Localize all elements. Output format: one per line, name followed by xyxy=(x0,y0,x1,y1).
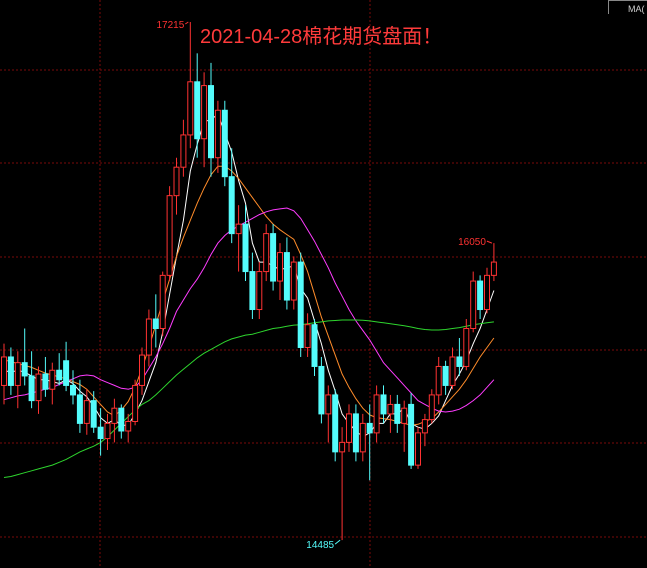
candle-body xyxy=(449,356,456,386)
candle-body xyxy=(394,403,401,424)
candle-body xyxy=(7,356,14,386)
candle-body xyxy=(173,166,180,197)
candle-body xyxy=(366,422,373,434)
candle-body xyxy=(214,109,221,159)
candle-body xyxy=(90,400,97,428)
chart-title: 2021-04-28棉花期货盘面！ xyxy=(200,25,442,48)
candle-body xyxy=(401,407,408,424)
candle-body xyxy=(421,419,428,434)
candle-body xyxy=(325,394,332,415)
candle-body xyxy=(339,441,346,453)
candle-body xyxy=(132,384,139,422)
candle-body xyxy=(221,109,228,178)
candle-body xyxy=(63,360,70,386)
candle-body xyxy=(111,407,118,424)
candle-body xyxy=(435,365,442,396)
candle-body xyxy=(159,274,166,330)
candle-body xyxy=(145,318,152,356)
candle-body xyxy=(283,252,290,301)
candle-body xyxy=(208,85,214,159)
candle-body xyxy=(166,195,173,276)
extreme-label: 17215 xyxy=(156,20,184,31)
candle-body xyxy=(249,271,256,311)
extreme-arrow xyxy=(334,539,341,545)
candle-body xyxy=(477,280,484,311)
candle-body xyxy=(318,365,325,415)
candle-body xyxy=(139,354,145,386)
candle-body xyxy=(304,324,311,348)
candle-body xyxy=(194,81,201,140)
candle-body xyxy=(28,375,35,402)
candle-body xyxy=(125,420,132,432)
candle-body xyxy=(187,81,194,136)
extreme-label: 14485 xyxy=(306,540,334,551)
candle-body xyxy=(311,324,318,367)
candle-body xyxy=(21,362,28,377)
candle-body xyxy=(97,426,104,440)
candle-body xyxy=(118,407,125,432)
candle-body xyxy=(83,400,90,424)
candle-body xyxy=(56,369,63,381)
candle-body xyxy=(235,223,242,235)
candle-body xyxy=(270,233,277,282)
candle-body xyxy=(359,422,366,453)
candle-body xyxy=(49,369,56,390)
candle-body xyxy=(352,413,359,453)
candle-body xyxy=(490,261,497,276)
candle-body xyxy=(42,373,49,390)
candle-body xyxy=(387,403,394,415)
candle-body xyxy=(180,134,187,168)
extreme-label: 16050 xyxy=(458,237,486,248)
candle-body xyxy=(152,318,159,330)
ma-line xyxy=(3,207,495,413)
candle-body xyxy=(442,365,449,386)
candle-body xyxy=(428,394,435,421)
ma-line xyxy=(3,319,494,478)
candle-body xyxy=(297,261,304,348)
candle-body xyxy=(346,413,352,443)
candle-body xyxy=(104,422,111,440)
candle-body xyxy=(290,261,297,301)
candle-body xyxy=(76,394,83,424)
extreme-arrow xyxy=(185,21,189,25)
candle-body xyxy=(408,403,415,466)
candle-body xyxy=(373,394,380,434)
candle-body xyxy=(70,384,76,396)
extreme-arrow xyxy=(486,240,493,244)
candle-body xyxy=(228,176,235,235)
candle-body xyxy=(263,233,270,273)
candle-body xyxy=(463,328,470,367)
candle-body xyxy=(456,356,463,367)
candle-body xyxy=(242,223,249,273)
candle-body xyxy=(415,432,421,466)
candle-body xyxy=(332,394,339,453)
candle-body xyxy=(277,252,283,282)
candle-body xyxy=(1,356,7,386)
candle-body xyxy=(256,271,263,311)
candle-body xyxy=(470,280,477,330)
candle-body xyxy=(380,394,387,415)
candle-body xyxy=(14,362,21,386)
legend-label: MA( xyxy=(628,4,645,14)
candle-body xyxy=(484,274,490,311)
candle-body xyxy=(35,373,42,402)
candle-body xyxy=(201,85,208,140)
